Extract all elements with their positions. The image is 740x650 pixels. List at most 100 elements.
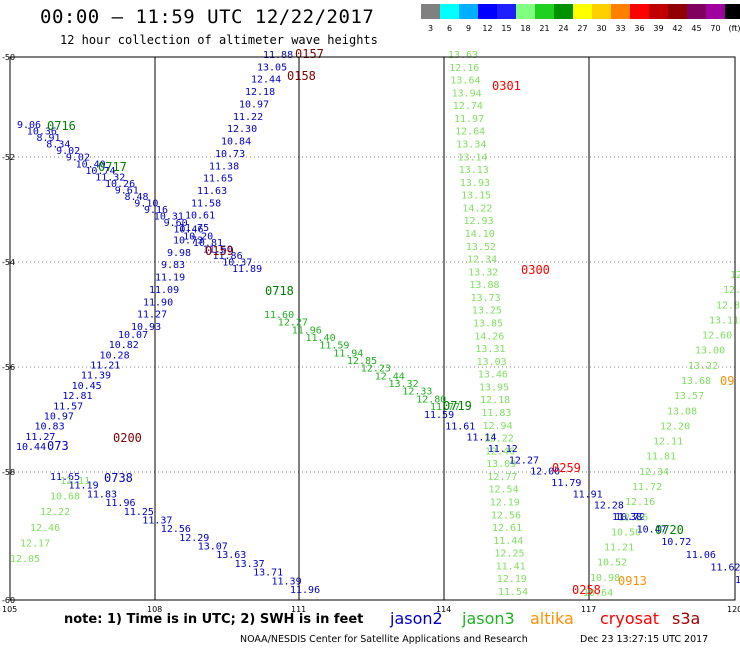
swh-value: 10.97	[44, 412, 74, 423]
swh-value: 12.27	[278, 318, 308, 329]
pass-time-label: 0301	[492, 79, 521, 93]
pass-time-label: 0157	[295, 47, 324, 61]
map-title: 00:00 – 11:59 UTC 12/22/2017	[40, 6, 375, 28]
scale-swatch	[706, 4, 725, 19]
scale-label: 33	[615, 24, 626, 33]
lat-tick-label: -56	[2, 363, 15, 372]
footer-note: note: 1) Time is in UTC; 2) SWH is in fe…	[64, 612, 364, 627]
pass-time-label: 0200	[113, 431, 142, 445]
swh-value: 9.16	[144, 205, 168, 216]
swh-value: 11.83	[481, 408, 511, 419]
swh-value: 10.61	[185, 211, 215, 222]
swh-value: 12.29	[179, 533, 209, 544]
swh-value: 13.57	[674, 391, 704, 402]
swh-value: 12.16	[449, 63, 479, 74]
swh-value: 13.31	[475, 344, 505, 355]
scale-label: 3	[427, 24, 434, 33]
swh-value: 11.63	[197, 186, 227, 197]
swh-value: 12.61	[492, 523, 522, 534]
swh-value: 11.27	[137, 310, 167, 321]
swh-value: 13.11	[709, 315, 739, 326]
swh-value: 11.81	[646, 452, 676, 463]
swh-value: 12.34	[639, 467, 669, 478]
scale-swatch	[459, 4, 478, 19]
lon-tick-label: 114	[436, 605, 451, 614]
swh-value: 12.54	[489, 485, 519, 496]
generation-timestamp: Dec 23 13:27:15 UTC 2017	[580, 634, 709, 645]
swh-value: 10.37	[222, 258, 252, 269]
swh-value: 13.37	[235, 559, 265, 570]
swh-value: 10.98	[590, 573, 620, 584]
swh-value: 11.40	[306, 333, 336, 344]
swh-value: 11.32	[95, 172, 125, 183]
swh-value: 12.64	[455, 127, 485, 138]
swh-value: 13.32	[389, 379, 419, 390]
swh-value: 10.45	[72, 381, 102, 392]
scale-label: 45	[691, 24, 702, 33]
swh-value: 11.96	[290, 585, 320, 596]
swh-value: 11.39	[272, 576, 302, 587]
scale-label: 24	[558, 24, 569, 33]
swh-value: 13.05	[257, 62, 287, 73]
swh-value: 12.94	[483, 421, 513, 432]
scale-swatch	[592, 4, 611, 19]
scale-swatch	[630, 4, 649, 19]
swh-value: 12.44	[375, 371, 405, 382]
swh-value: 11.39	[81, 371, 111, 382]
swh-value: 11.06	[686, 550, 716, 561]
swh-value: 12.80	[416, 394, 446, 405]
swh-value: 8.91	[37, 133, 61, 144]
swh-value: 10.36	[27, 127, 57, 138]
pass-time-label: 0719	[443, 399, 472, 413]
pass-time-label: 0913	[618, 574, 647, 588]
scale-swatch	[554, 4, 573, 19]
swh-value: 13.22	[688, 361, 718, 372]
scale-label: 39	[653, 24, 664, 33]
lon-tick-label: 111	[291, 605, 306, 614]
swh-value: 12.00	[530, 467, 560, 478]
swh-value: 11.44	[493, 536, 523, 547]
scale-swatch	[611, 4, 630, 19]
map-frame	[9, 56, 736, 601]
swh-value: 11.65	[50, 472, 80, 483]
swh-value: 12.19	[497, 574, 527, 585]
swh-value: 11.14	[466, 433, 496, 444]
swh-value: 13.63	[448, 50, 478, 61]
scale-label: 42	[672, 24, 683, 33]
swh-value: 11.60	[264, 310, 294, 321]
pass-time-label: 0718	[265, 284, 294, 298]
satellite-legend-jason3: jason3	[462, 609, 515, 628]
swh-value: 12.22	[40, 507, 70, 518]
pass-time-label: 0738	[104, 471, 133, 485]
swh-value: 13.68	[681, 376, 711, 387]
swh-value: 12.8	[723, 285, 740, 296]
swh-value: 12.46	[485, 446, 515, 457]
swh-value: 11.96	[105, 498, 135, 509]
swh-value: 12.11	[60, 476, 90, 487]
scale-swatch	[478, 4, 497, 19]
swh-value: 13.09	[486, 459, 516, 470]
swh-value: 11.19	[155, 273, 185, 284]
swh-value: 12.18	[245, 87, 275, 98]
swh-value: 12.28	[594, 501, 624, 512]
lon-tick-label: 108	[147, 605, 162, 614]
pass-time-label: 0158	[287, 69, 316, 83]
scale-label: (ft)	[728, 24, 740, 33]
swh-value: 11.75	[179, 223, 209, 234]
swh-value: 12.87	[716, 300, 740, 311]
swh-value: 11.41	[496, 561, 526, 572]
swh-value: 14.22	[462, 203, 492, 214]
scale-label: 15	[501, 24, 512, 33]
pass-time-label: 0259	[552, 461, 581, 475]
swh-value: 10.74	[85, 166, 115, 177]
swh-value: 12.05	[10, 554, 40, 565]
swh-value: 9.02	[56, 146, 80, 157]
swh-value: 13.15	[461, 191, 491, 202]
swh-value: 11.38	[612, 512, 642, 523]
swh-value: 11.54	[498, 587, 528, 598]
swh-value: 11.59	[319, 341, 349, 352]
swh-value: 13.94	[452, 88, 482, 99]
swh-value: 9.06	[17, 120, 41, 131]
swh-value: 12.93	[464, 216, 494, 227]
